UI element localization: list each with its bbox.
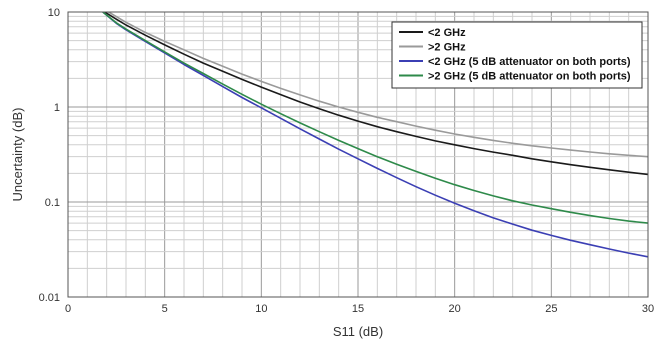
y-axis-title: Uncertainty (dB) xyxy=(10,108,25,202)
y-tick-label: 1 xyxy=(54,102,60,114)
x-tick-label: 30 xyxy=(642,303,654,315)
series-line-2 xyxy=(108,12,648,158)
legend-box xyxy=(391,21,643,89)
x-tick-label: 10 xyxy=(255,303,267,315)
y-tick-label: 0.1 xyxy=(45,197,60,209)
x-tick-label: 0 xyxy=(65,303,71,315)
legend-label-2: >2 GHz xyxy=(428,42,466,54)
series-lines xyxy=(102,12,648,258)
x-tick-label: 25 xyxy=(545,303,557,315)
x-axis-title: S11 (dB) xyxy=(333,324,383,339)
plot-frame xyxy=(67,11,649,298)
legend-label-4: >2 GHz (5 dB attenuator on both ports) xyxy=(428,71,631,83)
tick-labels: 0 5 10 15 20 25 30 0.01 0.1 1 10 xyxy=(39,7,655,315)
x-tick-label: 5 xyxy=(162,303,168,315)
y-tick-label: 10 xyxy=(48,7,60,19)
x-tick-label: 15 xyxy=(352,303,364,315)
x-tick-label: 20 xyxy=(449,303,461,315)
series-line-1 xyxy=(104,12,648,176)
series-line-4 xyxy=(102,12,648,224)
legend-label-3: <2 GHz (5 dB attenuator on both ports) xyxy=(428,56,631,68)
y-tick-label: 0.01 xyxy=(39,292,60,304)
grid xyxy=(68,12,648,297)
series-line-3 xyxy=(102,12,648,258)
legend: <2 GHz >2 GHz <2 GHz (5 dB attenuator on b… xyxy=(391,21,643,89)
legend-label-1: <2 GHz xyxy=(428,27,466,39)
